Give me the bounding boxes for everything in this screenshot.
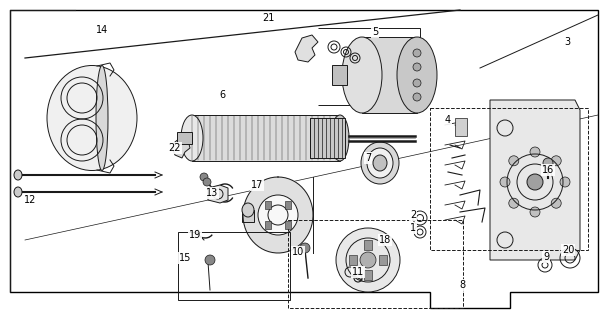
Ellipse shape (96, 66, 108, 171)
Circle shape (500, 177, 510, 187)
Text: 9: 9 (543, 252, 549, 262)
Text: 12: 12 (24, 195, 36, 205)
Ellipse shape (14, 170, 22, 180)
Text: 18: 18 (379, 235, 391, 245)
Circle shape (509, 156, 518, 166)
Ellipse shape (397, 37, 437, 113)
Circle shape (413, 49, 421, 57)
Bar (192, 115, 340, 161)
Bar (265, 201, 271, 209)
Text: 10: 10 (292, 247, 304, 257)
Circle shape (300, 243, 310, 253)
Bar (242, 210, 254, 222)
Circle shape (200, 173, 208, 181)
Ellipse shape (367, 148, 393, 178)
Text: 16: 16 (542, 165, 554, 175)
Bar (455, 118, 467, 136)
Text: 6: 6 (219, 90, 225, 100)
Circle shape (527, 174, 543, 190)
Bar (265, 221, 271, 229)
Polygon shape (172, 138, 190, 158)
Circle shape (360, 252, 376, 268)
Text: 3: 3 (564, 37, 570, 47)
Ellipse shape (361, 142, 399, 184)
Text: 14: 14 (96, 25, 108, 35)
Circle shape (203, 178, 211, 186)
Text: 8: 8 (459, 280, 465, 290)
Bar (288, 220, 463, 308)
Text: 1: 1 (410, 223, 416, 233)
Circle shape (205, 255, 215, 265)
Bar (349, 255, 357, 265)
Text: 21: 21 (262, 13, 274, 23)
Circle shape (530, 207, 540, 217)
Circle shape (551, 198, 561, 208)
Ellipse shape (342, 37, 382, 113)
Circle shape (413, 93, 421, 101)
Bar (364, 270, 372, 280)
Text: 17: 17 (251, 180, 263, 190)
Circle shape (258, 195, 298, 235)
Circle shape (543, 158, 553, 168)
Polygon shape (208, 185, 228, 203)
Circle shape (560, 177, 570, 187)
Ellipse shape (14, 187, 22, 197)
Text: 22: 22 (169, 143, 182, 153)
Circle shape (413, 63, 421, 71)
Text: 11: 11 (352, 267, 364, 277)
Bar (285, 201, 291, 209)
Text: 4: 4 (445, 115, 451, 125)
Bar (177, 132, 192, 144)
Bar (178, 232, 290, 300)
Polygon shape (490, 100, 580, 260)
Ellipse shape (242, 203, 254, 217)
Text: 13: 13 (206, 188, 218, 198)
Bar (310, 118, 345, 158)
Polygon shape (243, 177, 313, 253)
Bar (285, 221, 291, 229)
Text: 7: 7 (365, 153, 371, 163)
Bar (379, 255, 387, 265)
Polygon shape (295, 35, 318, 62)
Text: 19: 19 (189, 230, 201, 240)
Text: 2: 2 (410, 210, 416, 220)
Ellipse shape (47, 66, 137, 171)
Circle shape (530, 147, 540, 157)
Circle shape (551, 156, 561, 166)
Text: 5: 5 (372, 27, 378, 37)
Circle shape (509, 198, 518, 208)
Bar (364, 240, 372, 250)
Ellipse shape (373, 155, 387, 171)
Text: 15: 15 (179, 253, 191, 263)
Circle shape (336, 228, 400, 292)
Ellipse shape (181, 115, 203, 161)
Bar (332, 65, 347, 85)
Bar (430, 108, 588, 250)
Bar (362, 37, 417, 113)
Text: 20: 20 (562, 245, 574, 255)
Ellipse shape (331, 115, 349, 161)
Circle shape (413, 79, 421, 87)
